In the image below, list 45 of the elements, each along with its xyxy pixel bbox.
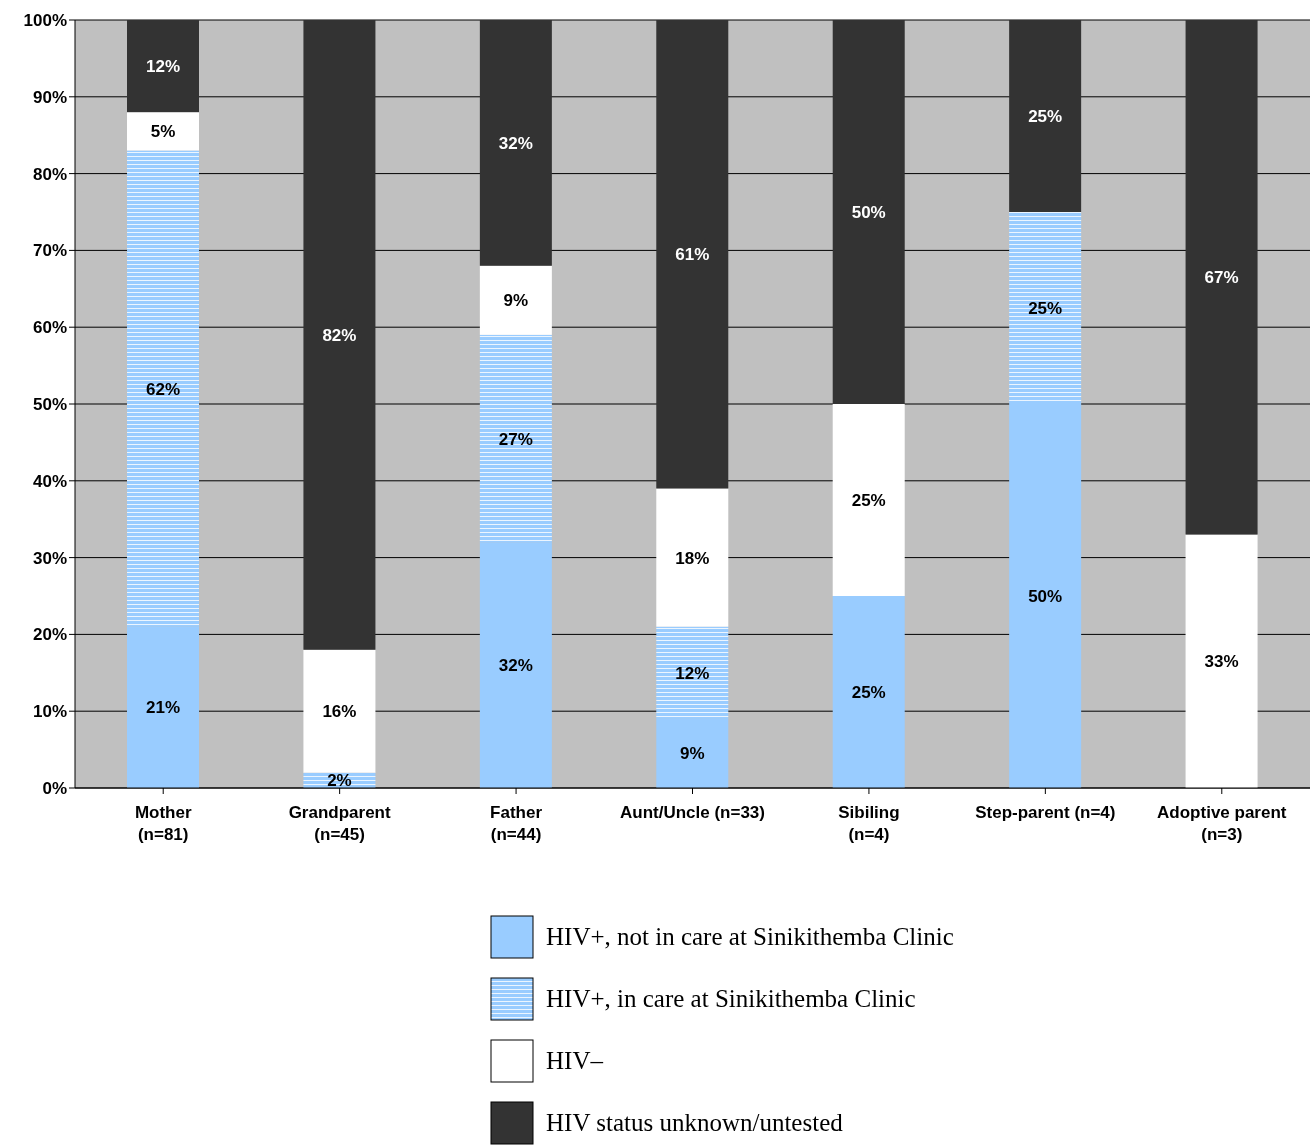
legend-label: HIV+, not in care at Sinikithemba Clinic [546, 923, 954, 951]
data-label: 25% [851, 683, 886, 702]
y-tick-label: 10% [32, 702, 67, 722]
y-tick-label: 80% [32, 164, 67, 184]
y-tick-label: 90% [32, 87, 67, 107]
data-label: 32% [498, 133, 533, 153]
data-label: 5% [150, 122, 176, 142]
data-label: 50% [851, 203, 886, 222]
data-label: 9% [680, 744, 705, 764]
data-label: 27% [498, 429, 533, 449]
x-tick-label: Step-parent (n=4) [975, 803, 1116, 822]
legend-label: HIV+, in care at Sinikithemba Clinic [546, 985, 916, 1013]
data-label: 50% [1028, 587, 1063, 606]
x-tick-label: Father (n=44) [490, 803, 543, 844]
legend-label: HIV– [546, 1047, 603, 1075]
data-label: 25% [1028, 299, 1063, 318]
y-tick-label: 20% [32, 625, 67, 645]
data-label: 62% [145, 379, 181, 399]
data-label: 18% [675, 548, 710, 568]
x-tick-label: Mother (n=81) [134, 803, 192, 844]
data-label: 32% [498, 656, 533, 676]
y-tick-label: 100% [23, 11, 67, 31]
y-tick-label: 30% [32, 548, 67, 568]
data-label: 21% [145, 698, 181, 718]
y-tick-label: 0% [42, 779, 67, 799]
data-label: 67% [1204, 268, 1239, 288]
data-label: 9% [503, 291, 529, 311]
y-tick-label: 40% [32, 471, 67, 491]
y-tick-label: 60% [32, 318, 67, 338]
y-tick-label: 70% [32, 241, 67, 261]
y-tick-label: 50% [32, 395, 67, 415]
data-label: 61% [675, 245, 710, 265]
data-label: 12% [145, 57, 181, 77]
x-tick-label: Sibiling (n=4) [838, 803, 900, 844]
x-tick-label: Aunt/Uncle (n=33) [620, 803, 765, 822]
data-label: 25% [1028, 107, 1063, 126]
x-tick-label: Adoptive parent (n=3) [1157, 803, 1287, 844]
data-label: 12% [675, 663, 710, 683]
data-label: 16% [322, 702, 357, 722]
legend-label: HIV status unknown/untested [546, 1109, 843, 1137]
x-tick-label: Grandparent (n=45) [288, 803, 391, 844]
data-label: 25% [851, 491, 886, 510]
data-label: 82% [322, 325, 357, 345]
data-label: 33% [1204, 652, 1239, 672]
data-label: 2% [327, 771, 352, 791]
